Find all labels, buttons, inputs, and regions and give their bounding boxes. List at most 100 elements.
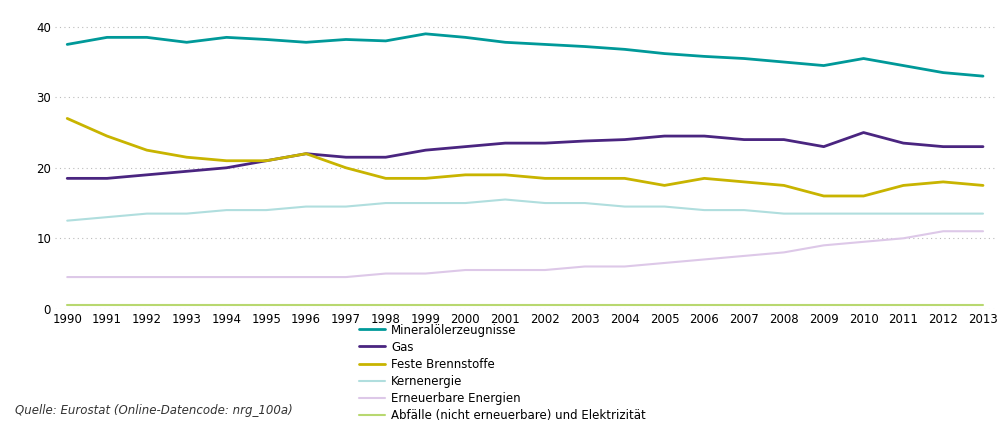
Mineralölerzeugnisse [300,40,313,45]
Kernenergie [181,211,193,216]
Line: Erneuerbare Energien: Erneuerbare Energien [67,231,983,277]
Gas [419,148,431,153]
Gas [937,144,949,149]
Feste Brennstoffe [778,183,790,188]
Kernenergie [658,204,670,209]
Feste Brennstoffe [459,172,471,177]
Feste Brennstoffe [579,176,591,181]
Erneuerbare Energien [579,264,591,269]
Abfälle (nicht erneuerbare) und Elektrizität [300,303,313,308]
Mineralölerzeugnisse [977,74,989,79]
Feste Brennstoffe [698,176,711,181]
Mineralölerzeugnisse [738,56,750,61]
Gas [61,176,73,181]
Gas [181,169,193,174]
Abfälle (nicht erneuerbare) und Elektrizität [778,303,790,308]
Kernenergie [897,211,910,216]
Mineralölerzeugnisse [499,40,512,45]
Gas [260,158,272,163]
Erneuerbare Energien [141,275,153,280]
Erneuerbare Energien [181,275,193,280]
Feste Brennstoffe [141,148,153,153]
Erneuerbare Energien [937,229,949,234]
Kernenergie [61,218,73,223]
Feste Brennstoffe [300,151,313,156]
Kernenergie [579,201,591,206]
Abfälle (nicht erneuerbare) und Elektrizität [181,303,193,308]
Feste Brennstoffe [977,183,989,188]
Feste Brennstoffe [340,165,352,170]
Kernenergie [340,204,352,209]
Erneuerbare Energien [459,267,471,272]
Line: Kernenergie: Kernenergie [67,200,983,221]
Mineralölerzeugnisse [658,51,670,56]
Abfälle (nicht erneuerbare) und Elektrizität [579,303,591,308]
Feste Brennstoffe [102,134,114,139]
Abfälle (nicht erneuerbare) und Elektrizität [897,303,910,308]
Gas [658,134,670,139]
Feste Brennstoffe [499,172,512,177]
Line: Mineralölerzeugnisse: Mineralölerzeugnisse [67,34,983,76]
Abfälle (nicht erneuerbare) und Elektrizität [419,303,431,308]
Feste Brennstoffe [658,183,670,188]
Erneuerbare Energien [619,264,631,269]
Abfälle (nicht erneuerbare) und Elektrizität [857,303,869,308]
Abfälle (nicht erneuerbare) und Elektrizität [260,303,272,308]
Mineralölerzeugnisse [937,70,949,75]
Kernenergie [539,201,551,206]
Kernenergie [977,211,989,216]
Abfälle (nicht erneuerbare) und Elektrizität [539,303,551,308]
Kernenergie [738,208,750,213]
Kernenergie [380,201,392,206]
Kernenergie [220,208,232,213]
Erneuerbare Energien [738,253,750,258]
Gas [579,138,591,143]
Mineralölerzeugnisse [380,38,392,44]
Mineralölerzeugnisse [419,31,431,36]
Kernenergie [778,211,790,216]
Erneuerbare Energien [778,250,790,255]
Gas [220,165,232,170]
Mineralölerzeugnisse [539,42,551,47]
Mineralölerzeugnisse [778,60,790,65]
Gas [897,140,910,146]
Mineralölerzeugnisse [260,37,272,42]
Gas [539,140,551,146]
Feste Brennstoffe [380,176,392,181]
Erneuerbare Energien [698,257,711,262]
Mineralölerzeugnisse [340,37,352,42]
Line: Gas: Gas [67,132,983,179]
Mineralölerzeugnisse [619,47,631,52]
Erneuerbare Energien [61,275,73,280]
Erneuerbare Energien [857,239,869,244]
Gas [619,137,631,142]
Abfälle (nicht erneuerbare) und Elektrizität [340,303,352,308]
Gas [857,130,869,135]
Mineralölerzeugnisse [897,63,910,68]
Mineralölerzeugnisse [857,56,869,61]
Erneuerbare Energien [340,275,352,280]
Gas [380,155,392,160]
Erneuerbare Energien [300,275,313,280]
Mineralölerzeugnisse [102,35,114,40]
Erneuerbare Energien [102,275,114,280]
Abfälle (nicht erneuerbare) und Elektrizität [977,303,989,308]
Erneuerbare Energien [499,267,512,272]
Kernenergie [141,211,153,216]
Gas [818,144,830,149]
Gas [141,172,153,177]
Mineralölerzeugnisse [181,40,193,45]
Abfälle (nicht erneuerbare) und Elektrizität [499,303,512,308]
Kernenergie [459,201,471,206]
Kernenergie [937,211,949,216]
Erneuerbare Energien [977,229,989,234]
Kernenergie [698,208,711,213]
Mineralölerzeugnisse [141,35,153,40]
Abfälle (nicht erneuerbare) und Elektrizität [818,303,830,308]
Gas [778,137,790,142]
Feste Brennstoffe [61,116,73,121]
Abfälle (nicht erneuerbare) und Elektrizität [61,303,73,308]
Feste Brennstoffe [619,176,631,181]
Gas [977,144,989,149]
Feste Brennstoffe [897,183,910,188]
